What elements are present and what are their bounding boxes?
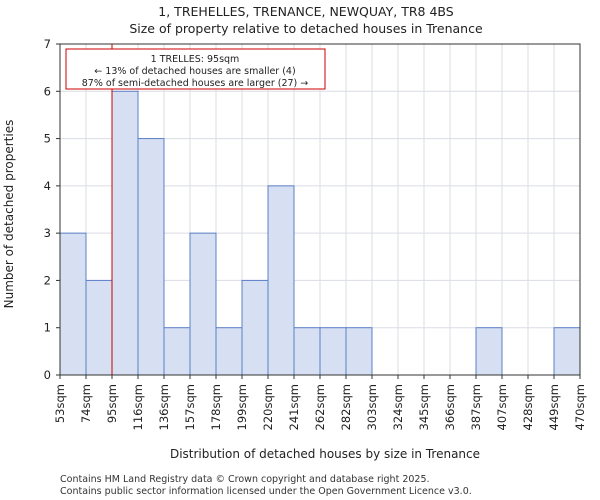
bar bbox=[137, 138, 165, 376]
x-tick-label: 345sqm bbox=[417, 384, 431, 430]
x-tick-label: 74sqm bbox=[79, 384, 93, 423]
y-tick-label: 3 bbox=[44, 226, 51, 240]
bar bbox=[163, 327, 191, 376]
y-tick-label: 2 bbox=[44, 273, 51, 287]
bar bbox=[267, 185, 295, 376]
annotation-line3: 87% of semi-detached houses are larger (… bbox=[82, 78, 309, 89]
y-tick-label: 1 bbox=[44, 321, 51, 335]
chart-title-line1: 1, TREHELLES, TRENANCE, NEWQUAY, TR8 4BS bbox=[158, 4, 453, 19]
y-tick-label: 0 bbox=[44, 368, 51, 382]
bar bbox=[319, 327, 347, 376]
x-tick-label: 428sqm bbox=[521, 384, 535, 430]
y-tick-label: 5 bbox=[44, 132, 51, 146]
annotation-line2: ← 13% of detached houses are smaller (4) bbox=[94, 66, 295, 77]
y-tick-label: 6 bbox=[44, 84, 51, 98]
bar bbox=[475, 327, 503, 376]
x-tick-label: 303sqm bbox=[365, 384, 379, 430]
bar bbox=[189, 232, 217, 376]
bar bbox=[85, 279, 113, 376]
x-tick-label: 366sqm bbox=[443, 384, 457, 430]
annotation-box: 1 TRELLES: 95sqm ← 13% of detached house… bbox=[65, 48, 326, 90]
x-tick-label: 157sqm bbox=[183, 384, 197, 430]
bar bbox=[215, 327, 243, 376]
x-axis-ticks: 53sqm 74sqm 95sqm 116sqm 136sqm 157sqm 178sqm 1… bbox=[53, 375, 587, 430]
chart-title-line2: Size of property relative to detached ho… bbox=[129, 21, 483, 36]
x-tick-label: 220sqm bbox=[261, 384, 275, 430]
x-tick-label: 136sqm bbox=[157, 384, 171, 430]
y-tick-label: 4 bbox=[44, 179, 51, 193]
x-tick-label: 262sqm bbox=[313, 384, 327, 430]
x-tick-label: 282sqm bbox=[339, 384, 353, 430]
x-tick-label: 449sqm bbox=[547, 384, 561, 430]
bar bbox=[345, 327, 373, 376]
x-tick-label: 241sqm bbox=[287, 384, 301, 430]
bar bbox=[553, 327, 581, 376]
x-tick-label: 95sqm bbox=[105, 384, 119, 423]
bar bbox=[59, 232, 87, 376]
x-tick-label: 387sqm bbox=[469, 384, 483, 430]
footer-line2: Contains public sector information licen… bbox=[60, 486, 472, 497]
annotation-line1: 1 TRELLES: 95sqm bbox=[151, 54, 240, 65]
annotation-frame bbox=[65, 48, 326, 90]
footer-line1: Contains HM Land Registry data © Crown c… bbox=[60, 474, 430, 485]
x-tick-label: 470sqm bbox=[573, 384, 587, 430]
bar bbox=[241, 279, 269, 376]
y-tick-label: 7 bbox=[44, 37, 51, 51]
x-tick-label: 53sqm bbox=[53, 384, 67, 423]
y-axis-ticks: 0 1 2 3 4 5 6 7 bbox=[44, 37, 60, 382]
x-axis-label: Distribution of detached houses by size … bbox=[170, 447, 480, 461]
x-tick-label: 324sqm bbox=[391, 384, 405, 430]
bar bbox=[293, 327, 321, 376]
bar bbox=[111, 90, 139, 376]
x-tick-label: 407sqm bbox=[495, 384, 509, 430]
x-tick-label: 116sqm bbox=[131, 384, 145, 430]
x-tick-label: 178sqm bbox=[209, 384, 223, 430]
y-axis-label: Number of detached properties bbox=[2, 120, 16, 309]
x-tick-label: 199sqm bbox=[235, 384, 249, 430]
